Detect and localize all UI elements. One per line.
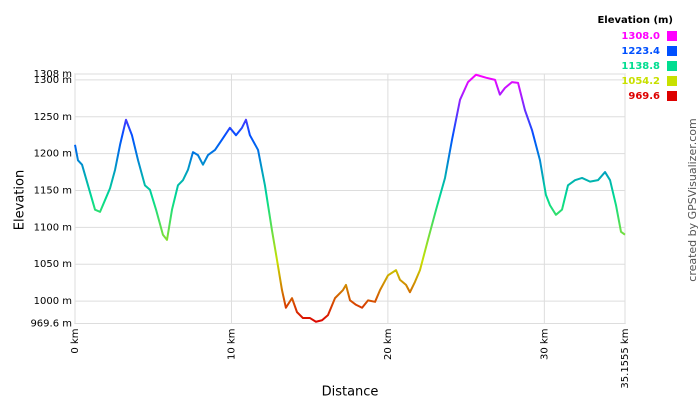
legend-title: Elevation (m) — [597, 15, 673, 26]
y-tick-label: 1250 m — [34, 112, 72, 123]
legend-swatch — [667, 46, 677, 56]
x-tick-label: 35.1555 km — [620, 329, 631, 389]
legend-label: 1138.8 — [621, 61, 660, 72]
y-tick-label: 1150 m — [34, 185, 72, 196]
legend-swatch — [667, 61, 677, 71]
x-tick-label: 0 km — [70, 329, 81, 354]
elevation-line — [74, 73, 626, 323]
plot-area — [74, 73, 626, 324]
x-axis-label: Distance — [322, 385, 379, 400]
legend-label: 1223.4 — [621, 46, 660, 57]
y-tick-label: 1200 m — [34, 149, 72, 160]
x-tick-label: 10 km — [226, 329, 237, 360]
y-tick-label: 1308 m — [34, 69, 72, 80]
legend-swatch — [667, 76, 677, 86]
y-tick-label: 969.6 m — [30, 319, 72, 330]
y-tick-label: 1050 m — [34, 259, 72, 270]
legend-label: 1054.2 — [621, 76, 660, 87]
legend-swatch — [667, 31, 677, 41]
legend-label: 969.6 — [628, 91, 660, 102]
y-tick-label: 1000 m — [34, 296, 72, 307]
x-tick-label: 30 km — [539, 329, 550, 360]
credit: created by GPSVisualizer.com — [686, 118, 699, 281]
x-tick-label: 20 km — [383, 329, 394, 360]
y-tick-label: 1100 m — [34, 222, 72, 233]
y-axis-label: Elevation — [13, 170, 28, 230]
legend-swatch — [667, 91, 677, 101]
y-tick-label: 1300 m — [34, 75, 72, 86]
legend-label: 1308.0 — [621, 31, 660, 42]
